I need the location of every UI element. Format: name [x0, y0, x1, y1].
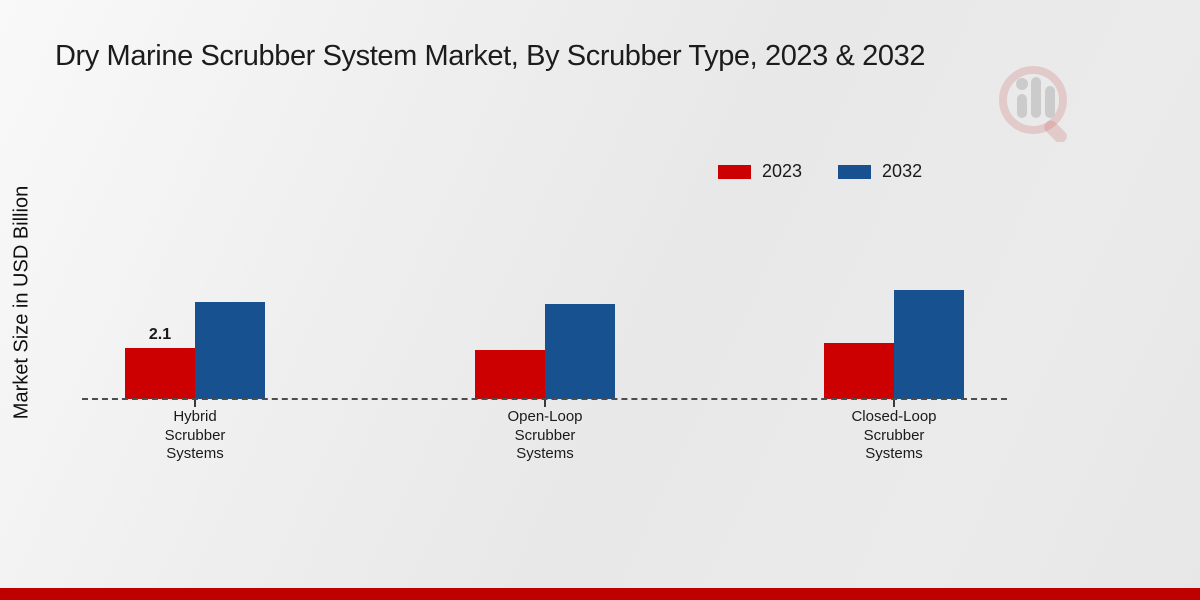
logo-bar-short-icon	[1017, 94, 1027, 118]
legend-swatch-icon	[838, 164, 872, 179]
logo-bar-mid-icon	[1045, 86, 1055, 118]
legend-swatch-icon	[718, 164, 751, 179]
legend-label: 2023	[762, 161, 803, 181]
market-research-logo-watermark	[993, 64, 1085, 147]
x-axis-tick	[544, 400, 546, 407]
chart-title: Dry Marine Scrubber System Market, By Sc…	[55, 40, 926, 72]
legend-label: 2032	[882, 161, 923, 181]
bar-2023-group-1	[125, 348, 195, 399]
legend-item-2032: 2032	[838, 161, 922, 182]
bar-2023-group-3	[824, 343, 894, 399]
category-label: Hybrid Scrubber Systems	[164, 408, 226, 462]
magnifier-handle-icon	[1044, 120, 1067, 144]
category-label: Closed-Loop Scrubber Systems	[851, 408, 937, 462]
legend-item-2023: 2023	[718, 161, 802, 182]
category-label: Open-Loop Scrubber Systems	[507, 408, 583, 462]
legend: 2023 2032	[718, 161, 922, 182]
magnifier-ring-icon	[999, 66, 1067, 134]
bar-value-label: 2.1	[148, 326, 172, 343]
x-axis-baseline	[82, 398, 1007, 400]
x-axis-tick	[893, 400, 895, 407]
logo-bar-tall-icon	[1031, 77, 1041, 118]
bar-2032-group-1	[195, 302, 265, 399]
bar-2023-group-2	[475, 350, 545, 399]
y-axis-label: Market Size in USD Billion	[10, 185, 33, 420]
bar-2032-group-2	[545, 304, 615, 399]
x-axis-tick	[194, 400, 196, 407]
logo-dot-icon	[1016, 78, 1028, 90]
bar-2032-group-3	[894, 290, 964, 399]
footer-accent-strip	[0, 588, 1200, 600]
